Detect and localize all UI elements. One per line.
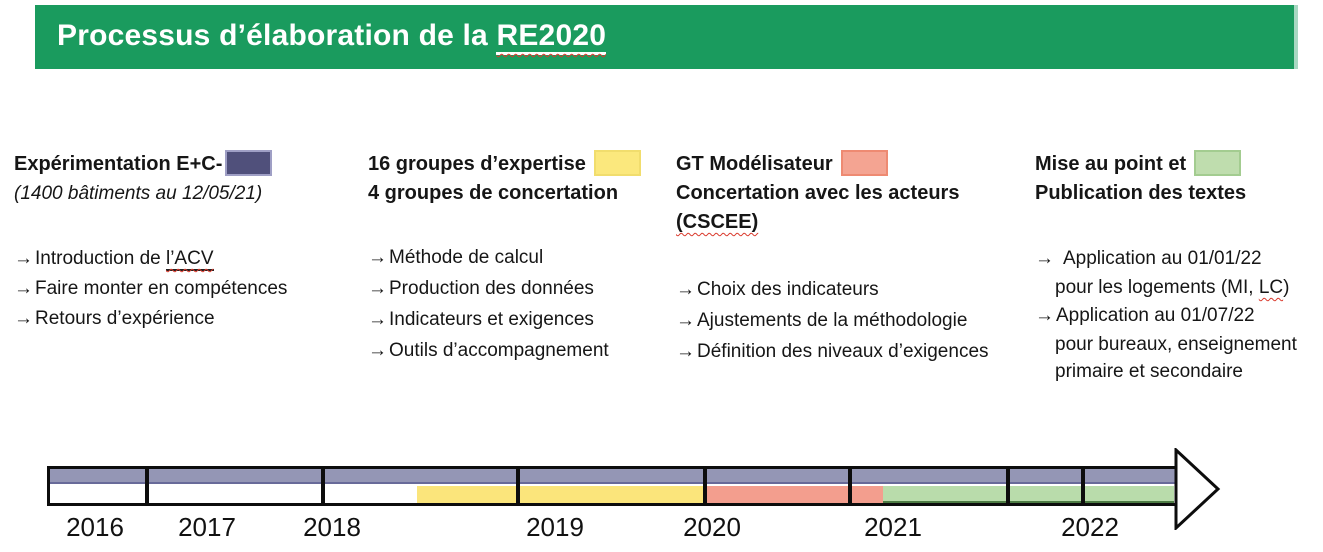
bullet-item: → Retours d’expérience bbox=[14, 304, 354, 334]
arrow-icon: → bbox=[368, 247, 387, 268]
timeline-top-band bbox=[50, 469, 1177, 484]
bullet-item: → Application au 01/07/22 pour bureaux, en… bbox=[1035, 301, 1323, 385]
page-title-text: Processus d’élaboration de la bbox=[57, 19, 497, 52]
heading-text: Expérimentation E+C- bbox=[14, 153, 223, 175]
bullet-text: Application au 01/07/22 bbox=[1056, 305, 1255, 326]
bullet-list: → Choix des indicateurs → Ajustements de l… bbox=[676, 274, 1024, 367]
bullet-text: Retours d’expérience bbox=[35, 308, 215, 329]
year-label-2021: 2021 bbox=[864, 512, 922, 542]
column-heading-line2: Concertation avec les acteurs (CSCEE) bbox=[676, 179, 1024, 237]
column-heading: Mise au point et bbox=[1035, 149, 1323, 179]
timeline-year-labels: 2016 2017 2018 2019 2020 2021 2022 bbox=[47, 512, 1277, 550]
bullet-text: Faire monter en compétences bbox=[35, 278, 288, 299]
timeline-segment-none bbox=[50, 486, 417, 503]
arrow-icon: → bbox=[1035, 248, 1054, 269]
year-label-2016: 2016 bbox=[66, 512, 124, 542]
bullet-item: → Choix des indicateurs bbox=[676, 274, 1024, 305]
timeline-divider bbox=[516, 469, 520, 503]
timeline-divider bbox=[848, 469, 852, 503]
phase-swatch-yellow bbox=[593, 149, 641, 176]
bullet-text: Définition des niveaux d’exigences bbox=[697, 341, 989, 362]
timeline-divider bbox=[145, 469, 149, 503]
year-label-2018: 2018 bbox=[303, 512, 361, 542]
heading-text: Mise au point et bbox=[1035, 153, 1187, 175]
page-title: Processus d’élaboration de la RE2020 bbox=[35, 5, 1294, 67]
bullet-text: Outils d’accompagnement bbox=[389, 340, 609, 361]
timeline-divider bbox=[1006, 469, 1010, 503]
bullet-list: → Introduction de l’ACV → Faire monter en … bbox=[14, 244, 354, 334]
arrow-icon: → bbox=[14, 308, 33, 329]
bullet-text: Application au 01/01/22 bbox=[1063, 248, 1262, 269]
page-title-highlight: RE2020 bbox=[496, 19, 607, 55]
bullet-text: Introduction de bbox=[35, 248, 166, 269]
year-label-2020: 2020 bbox=[683, 512, 741, 542]
heading-text-squiggle: (CSCEE) bbox=[676, 211, 759, 233]
timeline-divider bbox=[703, 469, 707, 503]
phase-swatch-salmon bbox=[840, 149, 888, 176]
heading-text: 16 groupes d’expertise bbox=[368, 153, 586, 175]
arrow-icon: → bbox=[676, 341, 695, 362]
bullet-subtext: pour bureaux, enseignement primaire et s… bbox=[1055, 334, 1297, 382]
column-note: (1400 bâtiments au 12/05/21) bbox=[14, 183, 263, 204]
year-label-2019: 2019 bbox=[526, 512, 584, 542]
timeline-divider bbox=[321, 469, 325, 503]
arrow-icon: → bbox=[1035, 305, 1054, 326]
bullet-text: Production des données bbox=[389, 278, 594, 299]
subtext: pour les logements (MI, bbox=[1055, 277, 1259, 298]
bullet-item: → Indicateurs et exigences bbox=[368, 304, 668, 335]
column-groupes-expertise: 16 groupes d’expertise 4 groupes de conc… bbox=[368, 149, 668, 366]
arrow-icon: → bbox=[676, 310, 695, 331]
bullet-item: → Ajustements de la méthodologie bbox=[676, 305, 1024, 336]
timeline-segment-gt-modelisateur bbox=[706, 486, 883, 503]
arrow-icon: → bbox=[368, 278, 387, 299]
heading-text: GT Modélisateur bbox=[676, 153, 833, 175]
bullet-item: → Application au 01/01/22 pour les logemen… bbox=[1035, 244, 1323, 301]
column-heading: GT Modélisateur bbox=[676, 149, 1024, 179]
phase-swatch-purple bbox=[225, 149, 273, 176]
column-heading: Expérimentation E+C- bbox=[14, 149, 354, 179]
column-gt-modelisateur: GT Modélisateur Concertation avec les ac… bbox=[676, 149, 1024, 367]
heading-text: Concertation avec les acteurs bbox=[676, 182, 960, 204]
column-experimentation: Expérimentation E+C- (1400 bâtiments au … bbox=[14, 149, 354, 334]
bullet-list: → Application au 01/01/22 pour les logemen… bbox=[1035, 244, 1323, 385]
header-bar: Processus d’élaboration de la RE2020 bbox=[35, 5, 1298, 69]
bullet-item: → Définition des niveaux d’exigences bbox=[676, 336, 1024, 367]
phase-swatch-green bbox=[1194, 149, 1242, 176]
timeline-bar bbox=[47, 466, 1177, 506]
arrow-icon: → bbox=[14, 248, 33, 269]
subtext: ) bbox=[1283, 277, 1290, 298]
bullet-item: → Méthode de calcul bbox=[368, 242, 668, 273]
arrow-icon: → bbox=[14, 278, 33, 299]
bullet-subtext: pour les logements (MI, LC) bbox=[1035, 274, 1323, 301]
bullet-item: → Faire monter en compétences bbox=[14, 274, 354, 304]
timeline-divider bbox=[1081, 469, 1085, 503]
arrow-icon: → bbox=[368, 309, 387, 330]
subtext-squiggle: LC bbox=[1258, 277, 1284, 298]
column-heading: 16 groupes d’expertise bbox=[368, 149, 668, 179]
bullet-text: Méthode de calcul bbox=[389, 247, 544, 268]
column-heading-line2: 4 groupes de concertation bbox=[368, 182, 619, 204]
column-publication-textes: Mise au point et Publication des textes … bbox=[1035, 149, 1323, 385]
year-label-2017: 2017 bbox=[178, 512, 236, 542]
timeline-segment-mise-au-point-textes bbox=[883, 486, 1174, 503]
column-heading-line2: Publication des textes bbox=[1035, 182, 1247, 204]
bullet-item: → Introduction de l’ACV bbox=[14, 244, 354, 274]
timeline-segment-groupes-expertise bbox=[417, 486, 706, 503]
bullet-list: → Méthode de calcul → Production des donné… bbox=[368, 242, 668, 366]
bullet-text: Ajustements de la méthodologie bbox=[697, 310, 968, 331]
year-label-2022: 2022 bbox=[1061, 512, 1119, 542]
bullet-text: Choix des indicateurs bbox=[697, 279, 879, 300]
bullet-item: → Outils d’accompagnement bbox=[368, 335, 668, 366]
arrow-icon: → bbox=[676, 279, 695, 300]
timeline-arrowhead-icon bbox=[1174, 448, 1221, 530]
bullet-text-underlined: l’ACV bbox=[165, 248, 214, 271]
bullet-item: → Production des données bbox=[368, 273, 668, 304]
bullet-text: Indicateurs et exigences bbox=[389, 309, 594, 330]
arrow-icon: → bbox=[368, 340, 387, 361]
